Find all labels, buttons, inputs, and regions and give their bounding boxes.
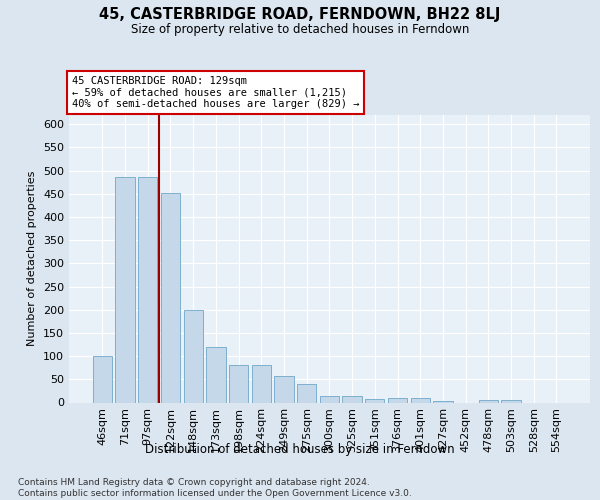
Bar [229, 366, 248, 403]
Bar [206, 347, 226, 403]
Bar [251, 366, 271, 403]
Text: 45 CASTERBRIDGE ROAD: 129sqm
← 59% of detached houses are smaller (1,215)
40% of: 45 CASTERBRIDGE ROAD: 129sqm ← 59% of de… [71, 76, 359, 110]
Y-axis label: Number of detached properties: Number of detached properties [28, 171, 37, 346]
Bar [388, 398, 407, 402]
Bar [343, 396, 362, 402]
Bar [479, 400, 498, 402]
Bar [115, 176, 134, 402]
Bar [138, 176, 157, 402]
Bar [365, 399, 385, 402]
Bar [274, 376, 293, 402]
Bar [502, 400, 521, 402]
Bar [320, 396, 339, 402]
Bar [297, 384, 316, 402]
Text: Size of property relative to detached houses in Ferndown: Size of property relative to detached ho… [131, 22, 469, 36]
Bar [433, 401, 452, 402]
Text: Contains HM Land Registry data © Crown copyright and database right 2024.
Contai: Contains HM Land Registry data © Crown c… [18, 478, 412, 498]
Bar [410, 398, 430, 402]
Text: 45, CASTERBRIDGE ROAD, FERNDOWN, BH22 8LJ: 45, CASTERBRIDGE ROAD, FERNDOWN, BH22 8L… [100, 8, 500, 22]
Text: Distribution of detached houses by size in Ferndown: Distribution of detached houses by size … [145, 442, 455, 456]
Bar [184, 310, 203, 402]
Bar [92, 356, 112, 403]
Bar [161, 194, 180, 402]
